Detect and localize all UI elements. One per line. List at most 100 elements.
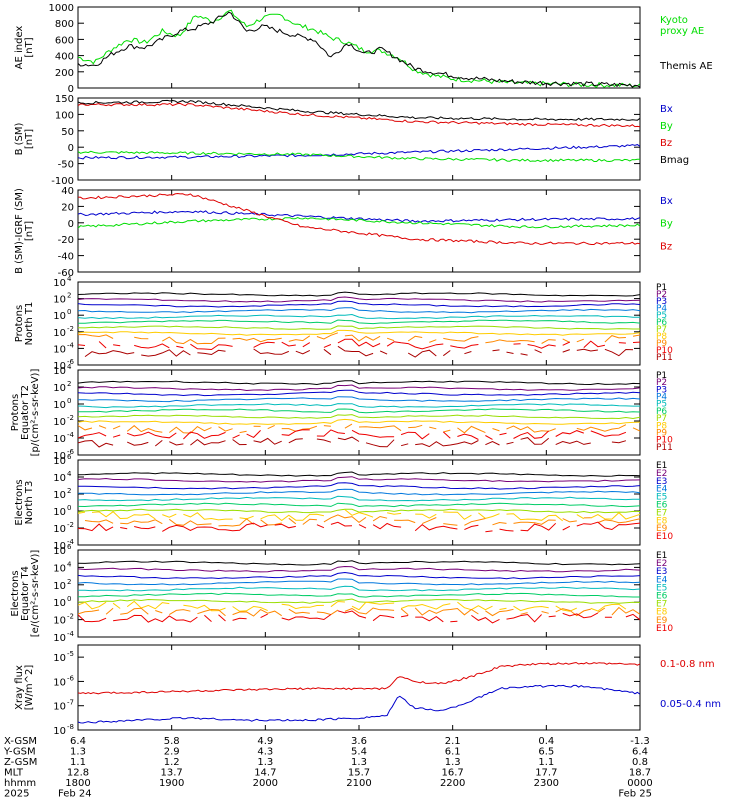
channel-line-p6 [78,408,640,414]
orbit-value: -1.3 [630,736,650,747]
y-axis-label: [nT] [24,221,35,241]
orbit-value: 0000 [627,778,652,789]
legend-entry: Bmag [660,155,689,166]
y-axis-label: Protons [14,305,25,342]
legend-entry: 0.05-0.4 nm [660,699,721,710]
series-line-by [78,216,640,229]
channel-line-e1 [78,471,640,477]
channel-line-e8 [78,601,640,611]
y-tick-exponent: -8 [67,723,74,731]
y-tick-exponent: 2 [67,578,71,586]
y-axis-label: AE index [14,26,25,70]
series-line-bx [78,144,640,160]
legend-entry: Themis AE [659,61,713,72]
legend-entry: P10 [656,436,673,446]
orbit-value: 6.4 [70,736,86,747]
y-tick-label: 10 [53,311,66,322]
channel-line-p10 [78,338,640,351]
orbit-value: 2100 [346,778,371,789]
legend-entry: P2 [656,378,667,388]
y-tick-label: 400 [55,52,74,63]
legend-entry: E5 [656,493,667,503]
channel-line-p6 [78,319,640,325]
legend-entry: P11 [656,443,673,453]
orbit-value: 12.8 [67,768,89,779]
y-tick-label: 800 [55,19,74,30]
y-axis-label: B (SM)-IGRF (SM) [14,188,25,274]
y-tick-label: 0 [68,219,74,230]
y-tick-exponent: 0 [67,308,71,316]
channel-line-e1 [78,560,640,566]
orbit-value: 2000 [253,778,278,789]
y-tick-exponent: -2 [67,613,74,621]
y-tick-exponent: -4 [67,341,75,349]
y-tick-exponent: -2 [67,414,74,422]
channel-line-p8 [78,418,640,425]
y-tick-label: 10 [53,295,66,306]
orbit-value: 16.7 [442,768,464,779]
channel-line-p2 [78,296,640,303]
legend-entry: E7 [656,600,667,610]
orbit-table: X-GSMY-GSMZ-GSMMLThhmm20256.41.31.112.81… [3,736,653,800]
y-axis-label: [e/(cm²-s-sr-keV)] [30,550,41,638]
orbit-value: 18.7 [629,768,651,779]
y-tick-label: -60 [58,268,74,279]
orbit-value: 1.3 [351,757,367,768]
legend-entry: E9 [656,616,668,626]
legend-entry: E8 [656,516,668,526]
orbit-value: 2200 [440,778,465,789]
legend-entry: Kyoto [660,15,688,26]
legend-entry: P10 [656,346,673,356]
y-tick-label: 200 [55,68,74,79]
orbit-value: 3.6 [351,736,367,747]
y-axis-label: Electrons [10,570,21,616]
y-axis-label: Electrons [14,479,25,525]
legend-entry: E2 [656,559,667,569]
y-tick-label: 10 [53,563,66,574]
y-tick-label: 10 [53,598,66,609]
legend-entry: E4 [656,575,668,585]
channel-line-p7 [78,325,640,330]
orbit-value: 6.4 [632,747,648,758]
orbit-value: 15.7 [348,768,370,779]
channel-line-e5 [78,585,640,592]
y-tick-label: 600 [55,35,74,46]
y-tick-label: 10 [53,456,66,467]
legend-entry: E6 [656,501,668,511]
y-axis-label: [nT] [24,37,35,57]
y-tick-label: 10 [53,366,66,377]
series-line-bz [78,102,640,128]
legend-entry: By [660,121,673,132]
legend-entry: P9 [656,339,667,349]
channel-line-p1 [78,291,640,297]
channel-line-e3 [78,482,640,490]
y-tick-label: 10 [53,524,66,535]
legend-entry: E3 [656,567,667,577]
orbit-value: 1900 [159,778,184,789]
orbit-value: 0.4 [538,736,554,747]
y-axis-label: Equator T2 [20,385,31,440]
legend-entry: Bz [660,241,672,252]
channel-line-p4 [78,396,640,403]
channel-line-e9 [78,606,640,617]
y-tick-exponent: -4 [67,630,75,638]
channel-line-p11 [78,437,640,447]
channel-line-p11 [85,346,640,357]
series-line-0-05-0-4-nm [78,684,640,724]
legend-entry: Bx [660,104,673,115]
y-tick-label: 10 [53,278,66,289]
y-tick-label: 10 [53,726,66,737]
channel-line-e4 [78,488,640,496]
y-tick-exponent: -6 [67,448,75,456]
channel-line-e10 [78,610,640,624]
orbit-value: 5.8 [164,736,180,747]
orbit-value: 1.3 [445,757,461,768]
orbit-value: 1.3 [70,747,86,758]
y-tick-label: 0 [68,143,74,154]
orbit-value: 13.7 [161,768,183,779]
orbit-value: 1.2 [164,757,180,768]
channel-line-p1 [78,380,640,386]
orbit-value: Feb 24 [58,789,92,800]
